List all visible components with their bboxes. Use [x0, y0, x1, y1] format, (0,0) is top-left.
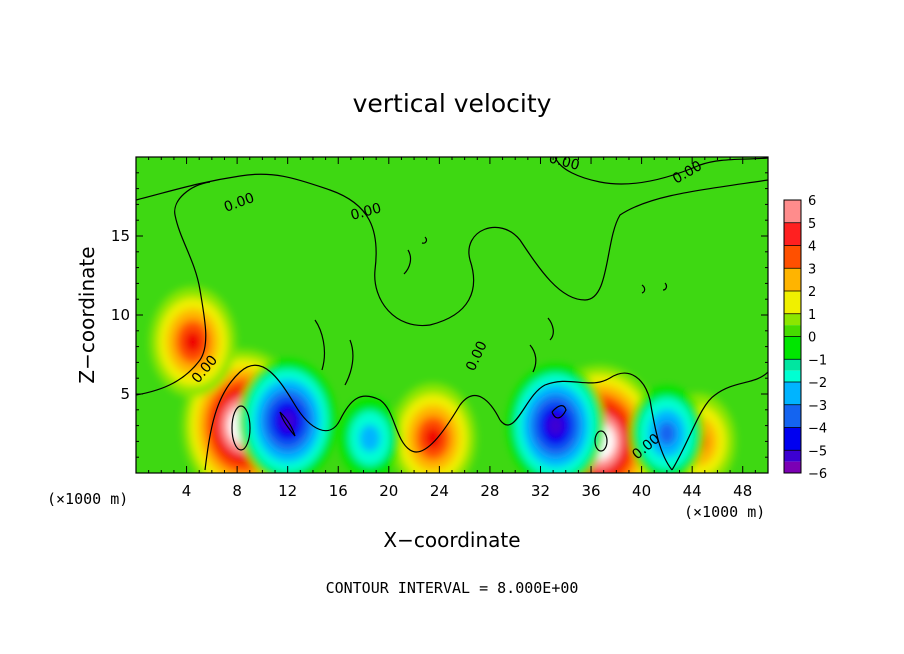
- colorbar-label: 5: [808, 217, 816, 232]
- x-tick-label: 44: [683, 482, 702, 500]
- y-tick-label: 5: [120, 385, 130, 403]
- contour-line: [204, 364, 341, 471]
- colorbar-label: 2: [808, 285, 816, 300]
- y-tick-label: 10: [111, 306, 130, 324]
- colorbar-swatch: [784, 450, 801, 462]
- colorbar-swatch: [784, 461, 801, 473]
- colorbar-label: −5: [808, 444, 827, 459]
- contour-line: [551, 405, 567, 419]
- contour-line: [529, 282, 668, 373]
- x-tick-label: 32: [531, 482, 550, 500]
- x-tick-label: 20: [379, 482, 398, 500]
- x-axis-label: X−coordinate: [383, 528, 520, 552]
- updraft-band: [424, 427, 442, 450]
- x-tick-label: 24: [430, 482, 449, 500]
- contour-interval-footer: CONTOUR INTERVAL = 8.000E+00: [326, 579, 579, 597]
- colorbar-swatch: [784, 336, 801, 360]
- x-tick-label: 8: [232, 482, 242, 500]
- colorbar-swatch: [784, 268, 801, 291]
- x-tick-label: 48: [733, 482, 752, 500]
- contour-line: [314, 236, 428, 386]
- contour-line: [279, 411, 296, 437]
- colorbar-label: 1: [808, 308, 816, 323]
- contour-line: [136, 181, 211, 396]
- contour-label: 0.00: [349, 200, 383, 224]
- zero-contours: [136, 157, 768, 471]
- colorbar-label: −2: [808, 376, 827, 391]
- downdraft-band: [547, 415, 564, 436]
- x-tick-label: 12: [278, 482, 297, 500]
- colorbar-label: −6: [808, 467, 827, 482]
- colorbar-swatch: [784, 404, 801, 428]
- x-unit-right: (×1000 m): [684, 503, 765, 521]
- colorbar: 6 5 4 3 2 1 0 −1 −2 −3 −4 −5 −6: [783, 194, 827, 482]
- colorbar-swatch: [784, 291, 801, 314]
- colorbar-swatch: [784, 382, 801, 405]
- contour-line: [594, 430, 608, 452]
- contour-line: [429, 179, 768, 326]
- colorbar-swatch: [784, 222, 801, 246]
- colorbar-swatch: [784, 325, 801, 337]
- downdraft-band: [657, 421, 677, 446]
- colorbar-swatch: [784, 359, 801, 371]
- y-axis: 5 10 15: [111, 172, 768, 458]
- y-tick-label: 15: [111, 227, 130, 245]
- x-unit-left: (×1000 m): [47, 490, 128, 508]
- x-tick-label: 36: [581, 482, 600, 500]
- x-tick-label: 40: [632, 482, 651, 500]
- contour-line: [499, 372, 673, 471]
- contour-line: [339, 394, 501, 453]
- colorbar-label: 3: [808, 262, 816, 277]
- x-tick-label: 4: [182, 482, 192, 500]
- colorbar-label: 0: [808, 331, 816, 346]
- updraft-band: [184, 330, 202, 353]
- colorbar-label: −4: [808, 422, 827, 437]
- contour-line: [671, 371, 768, 471]
- downdraft-band: [359, 424, 381, 452]
- x-tick-label: 16: [329, 482, 348, 500]
- y-axis-label: Z−coordinate: [75, 246, 99, 383]
- colorbar-swatch: [784, 200, 801, 223]
- colorbar-label: −3: [808, 399, 827, 414]
- x-axis: 4 8 12 16 20 24 28 32 36 40 44 48: [148, 157, 756, 500]
- colorbar-label: −1: [808, 353, 827, 368]
- velocity-field: [149, 286, 736, 473]
- x-tick-label: 28: [480, 482, 499, 500]
- chart-title: vertical velocity: [353, 89, 552, 118]
- colorbar-swatch: [784, 427, 801, 451]
- colorbar-swatch: [784, 245, 801, 269]
- colorbar-label: 4: [808, 240, 816, 255]
- plot-area: 0.00 0.00 0.00 0.00 0.00 0.00 0.00: [136, 157, 768, 473]
- contour-line: [231, 405, 251, 451]
- colorbar-label: 6: [808, 194, 816, 209]
- colorbar-swatch: [784, 370, 801, 382]
- colorbar-swatch: [784, 313, 801, 326]
